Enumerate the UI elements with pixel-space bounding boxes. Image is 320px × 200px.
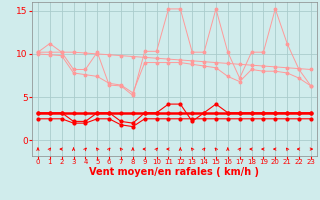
X-axis label: Vent moyen/en rafales ( km/h ): Vent moyen/en rafales ( km/h ) (89, 167, 260, 177)
